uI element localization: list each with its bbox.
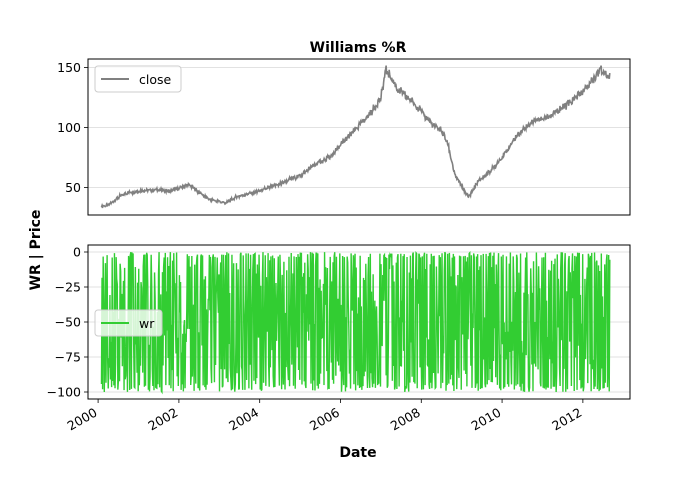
x-axis-ticks: 2000 2002 2004 2006 2008 2010 2012 bbox=[65, 399, 584, 434]
price-panel: 50 100 150 close bbox=[57, 58, 631, 216]
price-y-tick-label: 50 bbox=[65, 180, 81, 195]
wr-y-tick-label: −50 bbox=[55, 315, 81, 330]
wr-y-tick-label: 0 bbox=[73, 245, 81, 260]
x-axis-label: Date bbox=[339, 445, 376, 461]
wr-y-tick-label: −25 bbox=[55, 280, 81, 295]
price-y-ticks: 50 100 150 bbox=[57, 60, 88, 195]
close-legend-label: close bbox=[139, 72, 172, 87]
x-tick-label: 2012 bbox=[549, 405, 584, 434]
wr-panel: 0 −25 −50 −75 −100 wr bbox=[47, 244, 631, 400]
price-y-tick-label: 150 bbox=[57, 60, 81, 75]
wr-legend: wr bbox=[94, 309, 163, 337]
x-tick-label: 2006 bbox=[307, 405, 342, 434]
x-tick-label: 2008 bbox=[388, 405, 423, 434]
chart-title: Williams %R bbox=[310, 40, 407, 56]
wr-legend-label: wr bbox=[139, 316, 155, 331]
wr-line bbox=[100, 251, 611, 395]
price-legend-box bbox=[94, 65, 182, 93]
close-series bbox=[100, 65, 611, 209]
wr-y-ticks: 0 −25 −50 −75 −100 bbox=[47, 245, 88, 400]
wr-y-tick-label: −75 bbox=[55, 350, 81, 365]
x-tick-label: 2000 bbox=[65, 405, 100, 434]
price-legend: close bbox=[94, 65, 182, 93]
x-tick-label: 2010 bbox=[469, 405, 504, 434]
price-axes-frame bbox=[87, 58, 631, 216]
wr-y-tick-label: −100 bbox=[47, 385, 81, 400]
y-axis-label: WR | Price bbox=[28, 210, 44, 291]
price-y-tick-label: 100 bbox=[57, 120, 81, 135]
close-line bbox=[100, 65, 611, 209]
x-tick-label: 2002 bbox=[145, 405, 180, 434]
wr-series bbox=[100, 251, 611, 395]
x-tick-label: 2004 bbox=[226, 405, 261, 434]
